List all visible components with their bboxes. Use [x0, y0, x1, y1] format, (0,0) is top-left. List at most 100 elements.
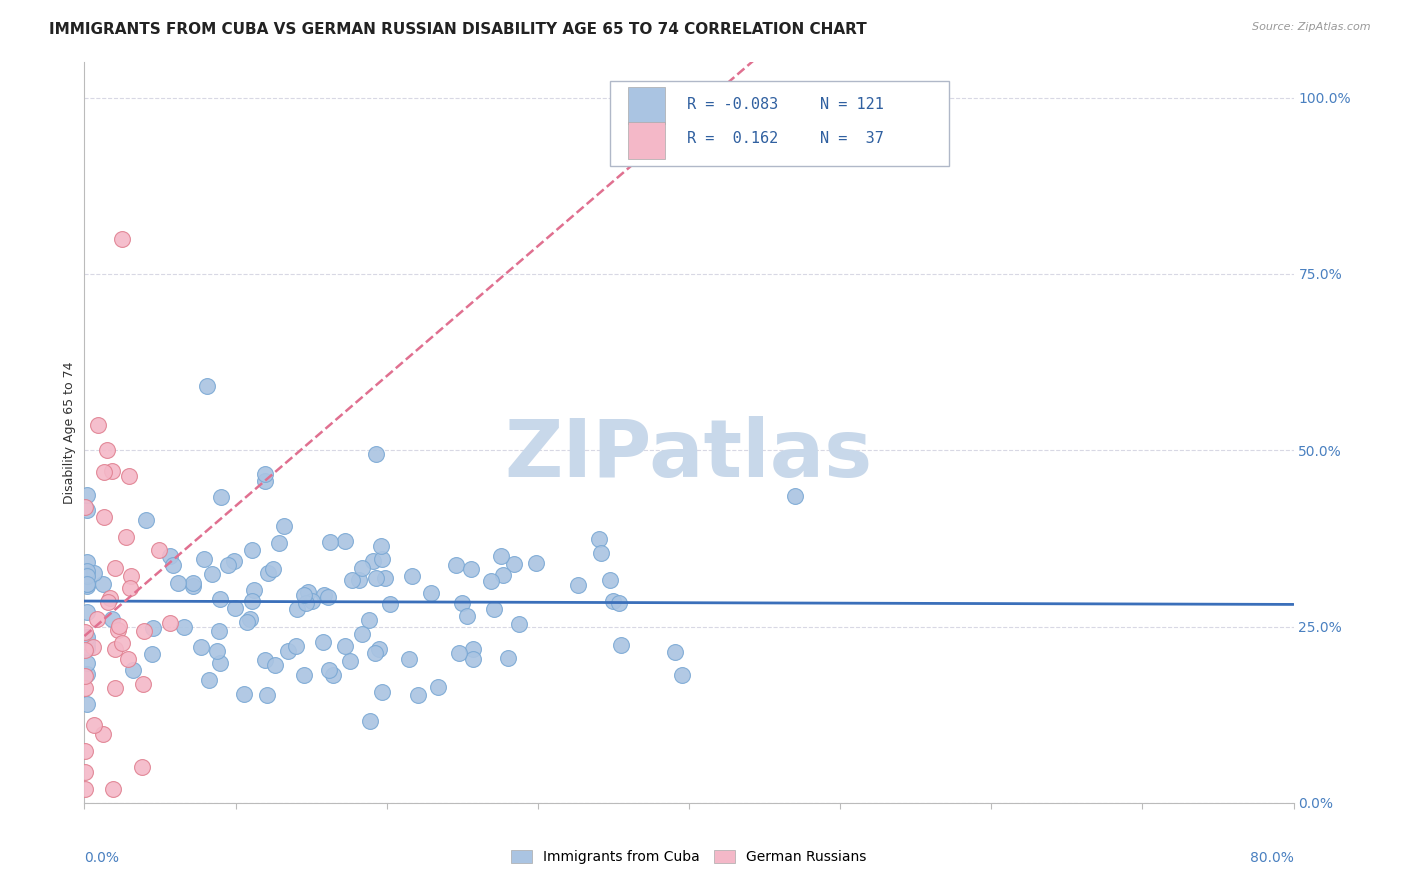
Point — [285, 602, 308, 616]
Point — [364, 571, 387, 585]
Point — [97, 594, 120, 608]
Point — [118, 582, 141, 596]
Point — [295, 596, 318, 610]
Point — [242, 582, 264, 597]
Point — [444, 558, 467, 572]
Point — [104, 561, 127, 575]
Text: IMMIGRANTS FROM CUBA VS GERMAN RUSSIAN DISABILITY AGE 65 TO 74 CORRELATION CHART: IMMIGRANTS FROM CUBA VS GERMAN RUSSIAN D… — [49, 22, 868, 37]
Point — [232, 688, 254, 702]
Point — [367, 642, 389, 657]
Point — [371, 552, 394, 566]
Point — [347, 573, 370, 587]
Point — [141, 648, 163, 662]
Point — [83, 718, 105, 732]
Point — [335, 640, 357, 654]
Point — [450, 596, 472, 610]
Text: Source: ZipAtlas.com: Source: ZipAtlas.com — [1253, 22, 1371, 32]
Point — [75, 764, 97, 779]
Point — [253, 467, 276, 482]
Point — [76, 579, 98, 593]
Bar — [628, 87, 665, 124]
Text: 0.0%: 0.0% — [84, 851, 120, 865]
Point — [420, 585, 443, 599]
Point — [76, 641, 98, 656]
Point — [104, 641, 127, 656]
Point — [120, 569, 142, 583]
Point — [273, 519, 295, 533]
Point — [508, 617, 530, 632]
Point — [783, 489, 806, 503]
Point — [75, 624, 97, 639]
Point — [461, 652, 484, 666]
Point — [76, 630, 98, 644]
Point — [76, 503, 98, 517]
Point — [101, 612, 124, 626]
Point — [319, 535, 342, 549]
Point — [76, 565, 98, 579]
Point — [361, 554, 384, 568]
Point — [240, 593, 263, 607]
Point — [502, 557, 524, 571]
Point — [254, 474, 277, 488]
Point — [76, 667, 98, 681]
Point — [427, 680, 450, 694]
Point — [76, 569, 98, 583]
Point — [257, 566, 280, 580]
Point — [591, 546, 613, 560]
Point — [107, 623, 129, 637]
Point — [135, 513, 157, 527]
Point — [664, 645, 686, 659]
Point — [602, 593, 624, 607]
Point — [142, 621, 165, 635]
Point — [588, 532, 610, 546]
FancyBboxPatch shape — [610, 81, 949, 166]
Point — [96, 443, 118, 458]
Y-axis label: Disability Age 65 to 74: Disability Age 65 to 74 — [63, 361, 76, 504]
Point — [301, 594, 323, 608]
Point — [98, 591, 121, 605]
Point — [91, 577, 114, 591]
Point — [406, 688, 429, 702]
Point — [76, 568, 98, 582]
Point — [479, 574, 502, 588]
Point — [76, 577, 98, 591]
Point — [93, 465, 115, 479]
Point — [340, 573, 363, 587]
Point — [82, 640, 104, 655]
Point — [181, 576, 204, 591]
Point — [292, 588, 315, 602]
Point — [208, 592, 231, 607]
Point — [111, 636, 134, 650]
Point — [607, 596, 630, 610]
Point — [277, 644, 299, 658]
Point — [359, 714, 381, 728]
Point — [195, 379, 218, 393]
Point — [91, 726, 114, 740]
Point — [173, 620, 195, 634]
Point — [222, 554, 245, 568]
Point — [374, 571, 396, 585]
Point — [297, 585, 319, 599]
Point — [75, 744, 97, 758]
Point — [162, 558, 184, 573]
Point — [76, 605, 98, 619]
Text: 80.0%: 80.0% — [1250, 851, 1294, 865]
Point — [235, 615, 257, 629]
Point — [103, 681, 125, 695]
Point — [350, 561, 373, 575]
Point — [193, 552, 215, 566]
Point — [100, 464, 122, 478]
Point — [159, 549, 181, 563]
Point — [131, 760, 153, 774]
Point — [285, 639, 308, 653]
Text: R =  0.162: R = 0.162 — [686, 131, 778, 146]
Point — [263, 657, 285, 672]
Point — [114, 530, 136, 544]
Point — [364, 646, 387, 660]
Point — [316, 590, 339, 604]
Point — [76, 656, 98, 670]
Point — [76, 488, 98, 502]
Text: R = -0.083: R = -0.083 — [686, 97, 778, 112]
Point — [75, 781, 97, 796]
Point — [599, 573, 621, 587]
